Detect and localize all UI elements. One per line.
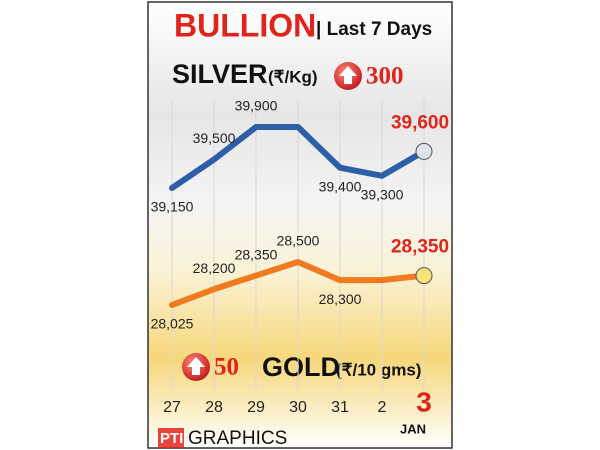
- data-label: 39,500: [193, 130, 236, 146]
- end-point: [415, 142, 433, 160]
- data-label: 39,400: [319, 178, 362, 194]
- series-name: GOLD: [262, 352, 340, 382]
- series-change: 50: [214, 354, 239, 381]
- data-label: 28,500: [277, 233, 320, 249]
- data-label: 28,350: [235, 246, 278, 262]
- up-arrow: [339, 66, 357, 84]
- x-tick-label: 31: [331, 399, 349, 416]
- source-suffix: GRAPHICS: [188, 428, 287, 449]
- series-change: 300: [366, 63, 404, 90]
- data-label: 39,150: [151, 199, 194, 215]
- data-label: 28,025: [151, 316, 194, 332]
- end-point: [415, 267, 433, 285]
- series-name: SILVER: [172, 59, 268, 89]
- source-logo: [158, 428, 184, 448]
- x-tick-label: 30: [289, 399, 307, 416]
- series-line: [169, 124, 427, 191]
- data-label: 39,900: [235, 98, 278, 114]
- series-unit: (₹/10 gms): [336, 360, 421, 379]
- chart-subtitle: | Last 7 Days: [316, 19, 432, 40]
- data-label: 28,300: [319, 291, 362, 307]
- data-label: 28,350: [391, 237, 449, 258]
- source: PTI: [160, 430, 183, 447]
- x-tick-label: 29: [247, 399, 265, 416]
- series-line: [169, 259, 427, 308]
- chart-title: BULLION: [174, 7, 316, 43]
- data-label: 39,600: [391, 112, 449, 133]
- up-arrow: [187, 357, 205, 375]
- x-tick-label: 28: [205, 399, 223, 416]
- x-tick-label: 3: [416, 386, 432, 417]
- x-tick-label: 27: [163, 399, 181, 416]
- series-unit: (₹/Kg): [268, 67, 318, 86]
- data-label: 39,300: [361, 187, 404, 203]
- data-label: 28,200: [193, 260, 236, 276]
- x-tick-label: 2: [378, 399, 387, 416]
- month-label: JAN: [400, 421, 426, 436]
